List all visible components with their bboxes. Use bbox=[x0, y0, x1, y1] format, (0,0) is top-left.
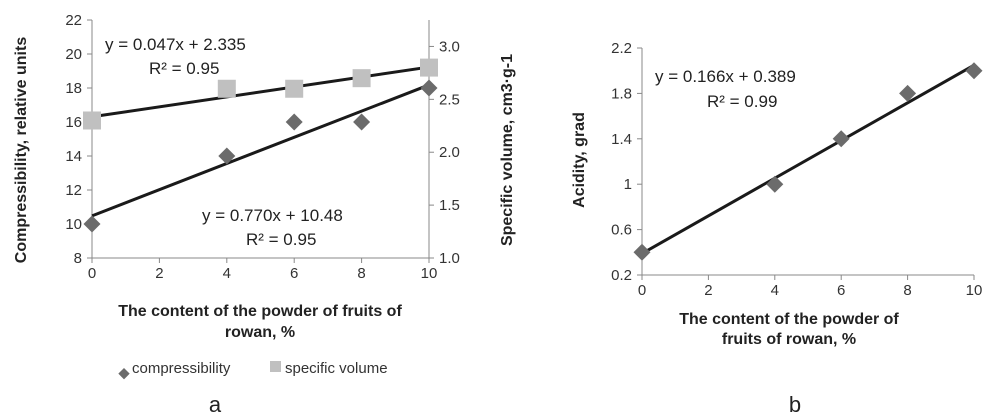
x-tick-label: 2 bbox=[155, 265, 163, 282]
panel-b: 0 2 4 6 8 10 0.2 0.6 1 1.4 1.8 2.2 Acidity, grad Th… bbox=[571, 40, 983, 417]
y-tick-label: 10 bbox=[65, 216, 82, 233]
panel-b-annotation-equation: y = 0.166x + 0.389 bbox=[655, 67, 796, 86]
y-tick-label: 20 bbox=[65, 46, 82, 63]
data-point-series-0 bbox=[766, 176, 783, 193]
y-tick-label: 18 bbox=[65, 80, 82, 97]
y-tick-label: 14 bbox=[65, 148, 82, 165]
legend-compressibility: compressibility bbox=[132, 360, 231, 377]
trendline-series-0 bbox=[642, 65, 974, 253]
data-point-series-1 bbox=[353, 69, 371, 87]
y-tick-label: 8 bbox=[74, 250, 82, 267]
data-point-series-0 bbox=[421, 80, 438, 97]
legend-square-marker bbox=[270, 361, 281, 372]
panel-a-annotation-volume-r2: R² = 0.95 bbox=[149, 59, 219, 78]
panel-a-y2-axis-title: Specific volume, cm3·g-1 bbox=[499, 54, 516, 246]
legend-diamond-marker bbox=[118, 368, 129, 379]
y-tick-label: 0.2 bbox=[611, 267, 632, 284]
panel-b-label: b bbox=[789, 392, 801, 417]
panel-a-x-axis-title-line2: rowan, % bbox=[225, 324, 295, 341]
y2-tick-label: 3.0 bbox=[439, 38, 460, 55]
data-point-series-1 bbox=[218, 80, 236, 98]
trendline-series-1 bbox=[92, 67, 429, 117]
y-tick-label: 22 bbox=[65, 12, 82, 29]
y2-tick-label: 1.0 bbox=[439, 250, 460, 267]
y2-tick-label: 1.5 bbox=[439, 197, 460, 214]
panel-b-x-axis-title-line2: fruits of rowan, % bbox=[722, 331, 856, 348]
y2-tick-label: 2.0 bbox=[439, 144, 460, 161]
panel-a-axes bbox=[87, 20, 434, 263]
y-tick-label: 1.8 bbox=[611, 85, 632, 102]
x-tick-label: 0 bbox=[88, 265, 96, 282]
x-tick-label: 10 bbox=[966, 282, 983, 299]
panel-a: 0 2 4 6 8 10 8 10 12 14 16 18 20 22 1.0 1.5 2.0 2.5 3.0 Co… bbox=[13, 12, 516, 417]
trendline-series-0 bbox=[92, 85, 429, 216]
panel-a-legend: compressibility specific volume bbox=[118, 360, 387, 379]
panel-a-annotation-compress-equation: y = 0.770x + 10.48 bbox=[202, 206, 343, 225]
data-point-series-1 bbox=[285, 80, 303, 98]
panel-b-x-axis-title-line1: The content of the powder of bbox=[679, 311, 899, 328]
panel-a-trendlines bbox=[92, 67, 429, 216]
y-tick-label: 0.6 bbox=[611, 222, 632, 239]
data-point-series-0 bbox=[353, 114, 370, 131]
panel-b-annotation-r2: R² = 0.99 bbox=[707, 92, 777, 111]
x-tick-label: 8 bbox=[903, 282, 911, 299]
y-tick-label: 1.4 bbox=[611, 131, 632, 148]
y-tick-label: 1 bbox=[624, 176, 632, 193]
x-tick-label: 8 bbox=[357, 265, 365, 282]
panel-a-annotation-volume-equation: y = 0.047x + 2.335 bbox=[105, 35, 246, 54]
data-point-series-1 bbox=[83, 111, 101, 129]
data-point-series-1 bbox=[420, 59, 438, 77]
data-point-series-0 bbox=[286, 114, 303, 131]
y-tick-label: 2.2 bbox=[611, 40, 632, 57]
x-tick-label: 10 bbox=[421, 265, 438, 282]
panel-a-x-axis-title-line1: The content of the powder of fruits of bbox=[118, 303, 402, 320]
panel-b-points bbox=[634, 62, 983, 261]
data-point-series-0 bbox=[966, 62, 983, 79]
x-tick-label: 6 bbox=[837, 282, 845, 299]
panel-b-trendlines bbox=[642, 65, 974, 253]
y-tick-label: 12 bbox=[65, 182, 82, 199]
y2-tick-label: 2.5 bbox=[439, 91, 460, 108]
x-tick-label: 6 bbox=[290, 265, 298, 282]
panel-a-annotation-compress-r2: R² = 0.95 bbox=[246, 230, 316, 249]
x-tick-label: 2 bbox=[704, 282, 712, 299]
x-tick-label: 4 bbox=[771, 282, 779, 299]
legend-specific-volume: specific volume bbox=[285, 360, 388, 377]
panel-a-y-axis-title: Compressibility, relative units bbox=[13, 37, 30, 264]
panel-b-y-axis-title: Acidity, grad bbox=[571, 112, 588, 208]
data-point-series-0 bbox=[634, 244, 651, 261]
panel-a-label: a bbox=[209, 392, 222, 417]
x-tick-label: 0 bbox=[638, 282, 646, 299]
x-tick-label: 4 bbox=[223, 265, 231, 282]
y-tick-label: 16 bbox=[65, 114, 82, 131]
data-point-series-0 bbox=[84, 216, 101, 233]
